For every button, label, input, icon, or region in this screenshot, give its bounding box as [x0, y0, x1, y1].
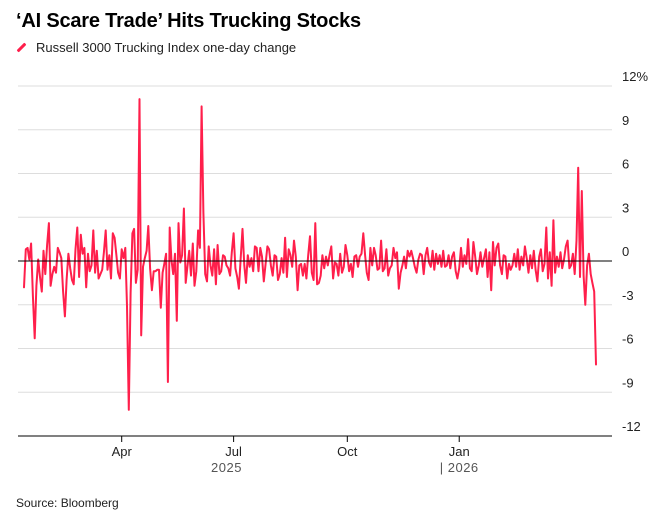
x-axis: Apr Jul Oct Jan 2025 | 2026 [18, 435, 612, 475]
x-tick-label: Jul [225, 444, 242, 459]
x-tick-label: Oct [337, 444, 358, 459]
y-tick-label: 3 [622, 200, 629, 215]
series-layer [23, 98, 597, 411]
x-tick-label: Apr [112, 444, 133, 459]
year-label: 2025 [211, 460, 242, 475]
chart-title: ‘AI Scare Trade’ Hits Trucking Stocks [16, 10, 361, 32]
y-tick-label: -6 [622, 332, 634, 347]
y-axis-ticks: 12% 9 6 3 0 -3 -6 -9 -12 [622, 69, 648, 434]
y-tick-label: 12% [622, 69, 648, 84]
series-line [23, 98, 597, 411]
legend-label: Russell 3000 Trucking Index one-day chan… [36, 40, 297, 55]
y-tick-label: 6 [622, 157, 629, 172]
chart-legend: Russell 3000 Trucking Index one-day chan… [16, 40, 296, 55]
y-tick-label: 9 [622, 113, 629, 128]
y-tick-label: -12 [622, 419, 641, 434]
y-tick-label: -3 [622, 288, 634, 303]
x-tick-label: Jan [449, 444, 470, 459]
y-tick-label: -9 [622, 375, 634, 390]
source-note: Source: Bloomberg [16, 496, 119, 510]
y-tick-label: 0 [622, 244, 629, 259]
year-label: | 2026 [440, 460, 479, 475]
